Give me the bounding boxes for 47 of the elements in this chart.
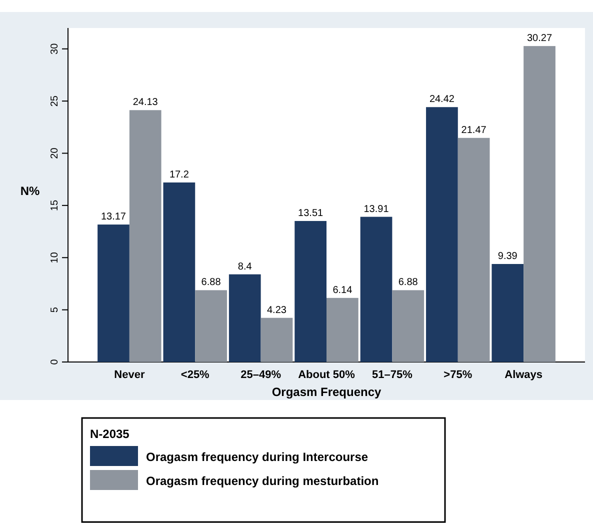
data-label: 8.4: [238, 261, 252, 272]
x-tick-label: >75%: [444, 368, 472, 381]
data-label: 24.13: [132, 97, 158, 108]
data-label: 17.2: [169, 169, 190, 180]
y-tick-label: 25: [50, 95, 60, 107]
bar: [360, 216, 392, 362]
legend-label: Oragasm frequency during mesturbation: [146, 474, 379, 488]
data-label: 6.88: [201, 277, 222, 288]
data-label: 13.51: [298, 208, 324, 219]
data-label: 9.39: [498, 250, 518, 262]
data-label: 6.14: [332, 284, 353, 296]
bar: [129, 110, 162, 362]
y-tick-label: 0: [50, 358, 60, 365]
legend-label: Oragasm frequency during Intercourse: [146, 450, 368, 464]
bar: [163, 182, 196, 362]
data-label: 13.17: [100, 212, 126, 223]
y-tick-label: 30: [50, 42, 60, 54]
data-label: 4.23: [267, 304, 287, 316]
bar: [98, 224, 130, 362]
y-tick-label: 15: [50, 199, 60, 211]
x-tick-label: 51–75%: [372, 368, 413, 381]
bar: [195, 290, 227, 362]
data-label: 30.27: [526, 33, 552, 44]
data-label: 13.91: [364, 204, 390, 215]
bar: [260, 318, 293, 362]
bar: [458, 138, 490, 362]
legend-title: N-2035: [90, 427, 130, 441]
bar: [294, 220, 326, 362]
y-tick-label: 5: [50, 306, 60, 313]
bar: [392, 290, 424, 362]
x-tick-label: Always: [504, 368, 543, 381]
bar: [524, 46, 556, 362]
bar: [326, 298, 358, 362]
x-tick-label: <25%: [180, 368, 210, 381]
data-label: 6.88: [398, 277, 418, 288]
bar: [492, 264, 524, 362]
y-tick-label: 20: [50, 147, 60, 159]
x-axis-title: Orgasm Frequency: [272, 385, 382, 399]
y-tick-label: 10: [50, 252, 60, 264]
data-label: 24.42: [429, 94, 455, 106]
bar: [426, 107, 458, 362]
x-tick-label: About 50%: [298, 368, 356, 381]
y-axis-title: N%: [20, 184, 40, 198]
x-tick-label: Never: [114, 368, 146, 381]
data-label: 21.47: [461, 124, 487, 136]
x-tick-label: 25–49%: [240, 368, 282, 381]
bar: [228, 274, 261, 362]
